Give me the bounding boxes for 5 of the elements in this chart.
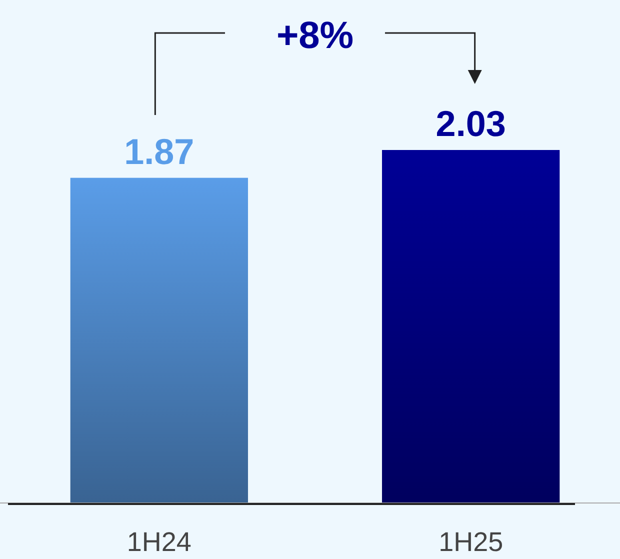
data-label: 1.87 <box>124 130 194 172</box>
text: +8% <box>276 15 354 57</box>
data-label: 2.03 <box>436 103 506 144</box>
x-tick-label: 1H25 <box>438 527 504 557</box>
x-tick-label: 1H24 <box>126 527 192 557</box>
